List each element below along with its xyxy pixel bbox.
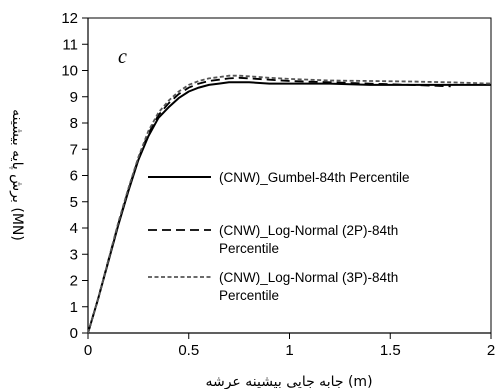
y-tick-label: 1 bbox=[70, 299, 78, 316]
x-tick-label: 0.5 bbox=[178, 342, 199, 359]
y-tick-label: 8 bbox=[70, 115, 78, 132]
y-tick-label: 11 bbox=[62, 36, 78, 53]
legend: (CNW)_Gumbel-84th Percentile (CNW)_Log-No… bbox=[148, 170, 410, 303]
y-tick-label: 5 bbox=[70, 194, 78, 211]
y-tick-label: 10 bbox=[61, 63, 78, 80]
x-tick-label: 0 bbox=[84, 342, 92, 359]
series-line-3 bbox=[87, 74, 492, 334]
y-axis-title: برش پایه بیشینه (MN) bbox=[9, 109, 25, 241]
y-tick-label: 0 bbox=[70, 325, 78, 342]
y-tick-label: 4 bbox=[70, 220, 78, 237]
x-tick-label: 1.5 bbox=[380, 342, 401, 359]
plot-area bbox=[87, 17, 492, 334]
y-tick-label: 9 bbox=[70, 89, 78, 106]
panel-label: c bbox=[118, 46, 127, 68]
x-axis-title: جابه جایی بیشینه عرشه (m) bbox=[205, 374, 372, 389]
series-layer bbox=[87, 74, 492, 334]
y-tick-label: 6 bbox=[70, 168, 78, 185]
x-tick-label: 2 bbox=[487, 342, 495, 359]
legend-entry-3: (CNW)_Log-Normal (3P)-84th Percentile bbox=[219, 270, 398, 303]
y-tick-label: 12 bbox=[61, 10, 78, 27]
y-tick-label: 2 bbox=[70, 273, 78, 290]
y-tick-label: 3 bbox=[70, 246, 78, 263]
x-axis-ticks: 0 0.5 1 1.5 2 bbox=[84, 333, 495, 359]
x-tick-label: 1 bbox=[285, 342, 293, 359]
plot-frame bbox=[87, 17, 492, 334]
legend-entry-1: (CNW)_Gumbel-84th Percentile bbox=[219, 170, 410, 185]
y-tick-label: 7 bbox=[70, 141, 78, 158]
legend-entry-2: (CNW)_Log-Normal (2P)-84th Percentile bbox=[219, 223, 398, 256]
series-line-2 bbox=[87, 76, 451, 334]
